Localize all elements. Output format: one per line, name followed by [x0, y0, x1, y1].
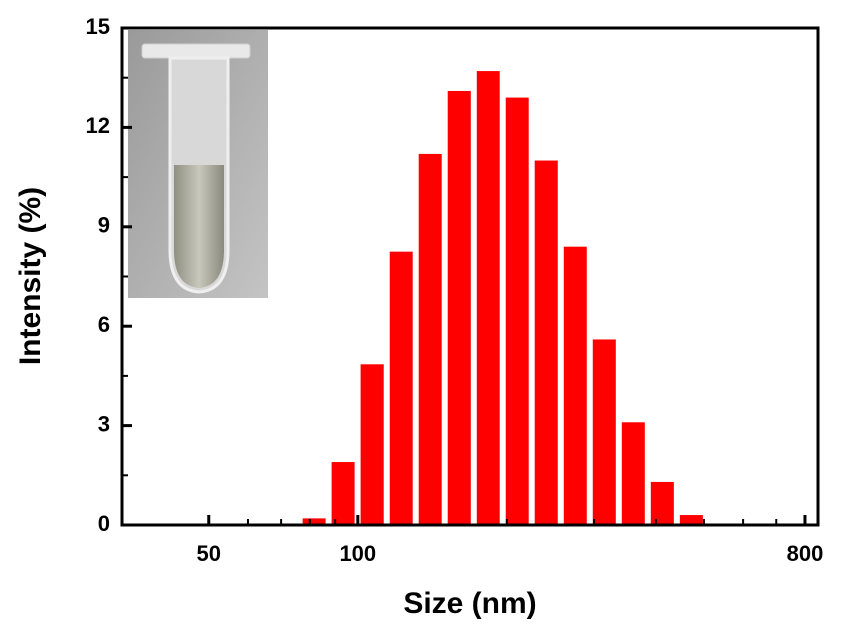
y-axis-label: Intensity (%) [14, 187, 47, 365]
x-axis-label: Size (nm) [403, 587, 536, 620]
bar [534, 160, 558, 526]
bar [360, 364, 384, 525]
x-tick-label: 50 [197, 541, 221, 566]
bar [331, 462, 355, 525]
bar [650, 481, 674, 525]
y-tick-label: 9 [98, 213, 110, 238]
bar [302, 518, 326, 525]
plot-frame [120, 26, 820, 527]
x-tick-label: 100 [339, 541, 376, 566]
bar [476, 71, 500, 525]
y-tick-label: 3 [98, 411, 110, 436]
bar [505, 97, 529, 525]
bar [621, 422, 645, 525]
inset-photo [128, 30, 268, 298]
bar [592, 339, 616, 525]
bar [679, 515, 703, 525]
y-tick-label: 0 [98, 511, 110, 536]
y-tick-label: 15 [86, 14, 110, 39]
bar [418, 153, 442, 525]
y-tick-label: 12 [86, 113, 110, 138]
x-tick-label: 800 [787, 541, 824, 566]
bar [447, 90, 471, 525]
y-tick-label: 6 [98, 312, 110, 337]
bar [563, 246, 587, 525]
bar [389, 251, 413, 525]
